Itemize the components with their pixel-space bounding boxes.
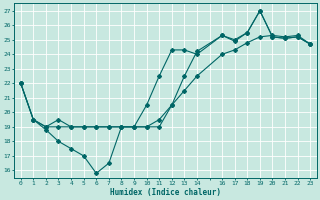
X-axis label: Humidex (Indice chaleur): Humidex (Indice chaleur) [110,188,221,197]
